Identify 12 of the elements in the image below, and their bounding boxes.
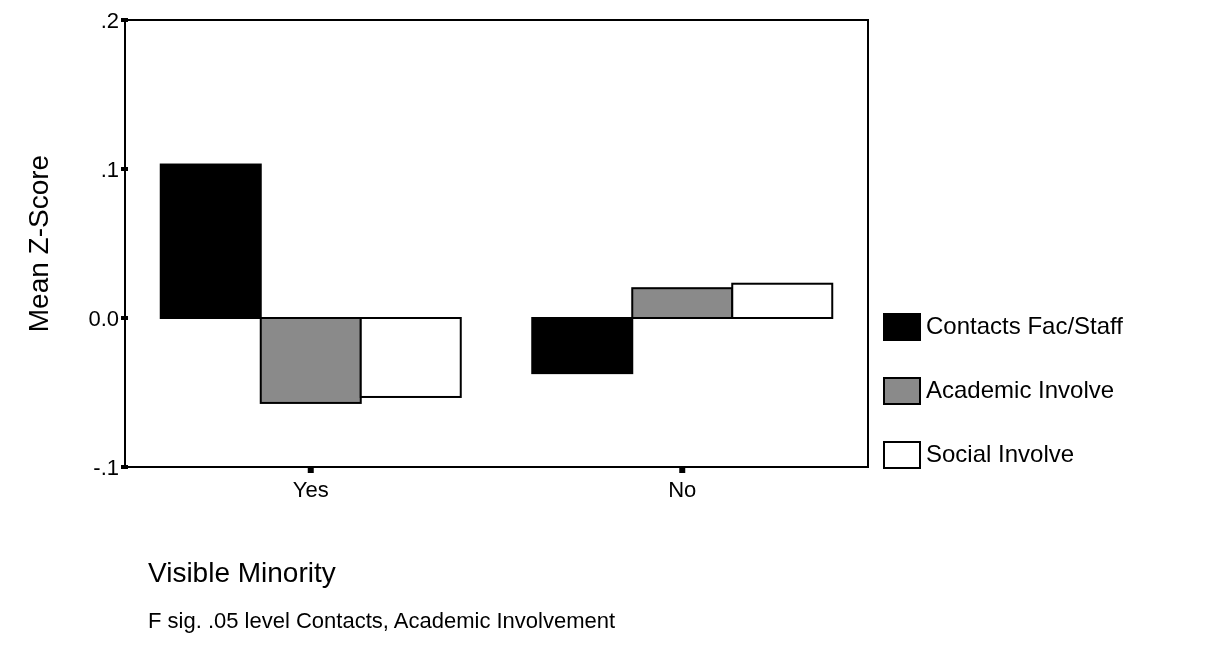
- legend-label: Academic Involve: [926, 376, 1115, 404]
- y-tick-label: .2: [100, 7, 119, 33]
- y-axis-title: Mean Z-Score: [23, 154, 54, 333]
- x-axis-title: Visible Minority: [148, 557, 336, 588]
- legend-label: Contacts Fac/Staff: [926, 312, 1124, 340]
- x-tick-label: Yes: [292, 477, 329, 502]
- y-tick-label: .1: [100, 156, 119, 182]
- y-tick-label: 0.0: [88, 305, 119, 331]
- y-tick-label: -.1: [93, 454, 119, 480]
- text: F sig. .05 level Contacts, Academic Involvement: [148, 608, 616, 633]
- x-tick-label: No: [668, 477, 697, 502]
- legend-label: Social Involve: [926, 440, 1075, 468]
